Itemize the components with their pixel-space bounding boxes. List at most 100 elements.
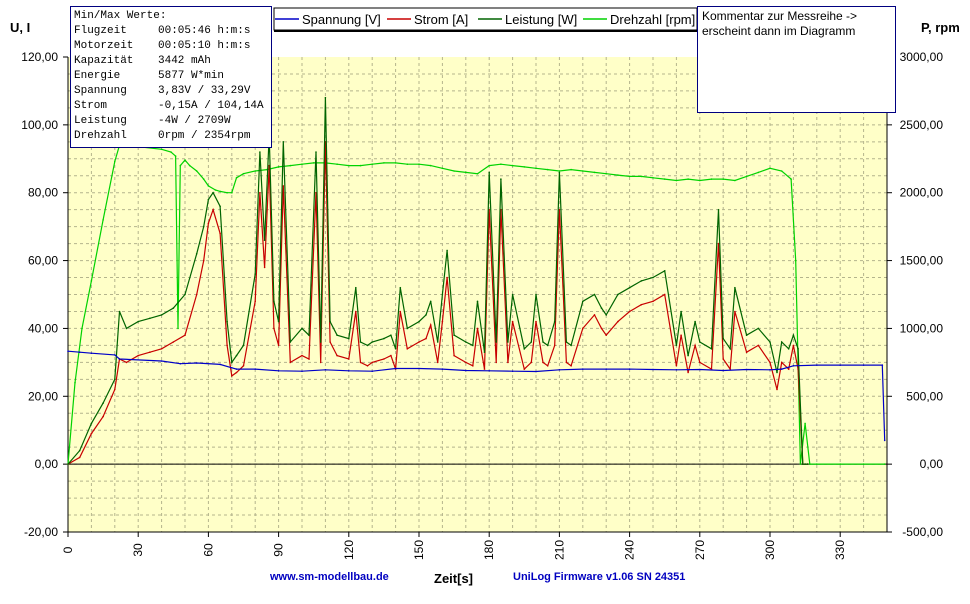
data-point-spannung xyxy=(441,368,444,370)
data-point-strom xyxy=(329,341,331,343)
data-point-leistung xyxy=(757,327,760,330)
data-point-strom xyxy=(277,344,280,347)
data-point-leistung xyxy=(710,348,713,350)
stats-row: Drehzahl 0rpm / 2354rpm xyxy=(74,129,268,144)
data-point-drehzahl xyxy=(663,178,666,180)
data-point-leistung xyxy=(263,239,266,241)
stats-row: Leistung -4W / 2709W xyxy=(74,114,268,129)
data-point-leistung xyxy=(787,348,790,350)
data-point-strom xyxy=(114,388,116,391)
data-point-strom xyxy=(259,191,261,194)
data-point-leistung xyxy=(465,341,467,343)
data-point-strom xyxy=(446,276,448,279)
data-point-strom xyxy=(195,293,198,296)
data-point-strom xyxy=(523,368,526,370)
x-tick-label: 90 xyxy=(272,543,286,557)
y-right-tick-label: 500,00 xyxy=(906,389,943,403)
data-point-drehzahl xyxy=(605,172,607,175)
data-point-drehzahl xyxy=(593,171,596,174)
data-point-strom xyxy=(483,368,486,370)
stats-value: 3442 mAh xyxy=(158,55,211,67)
legend: Spannung [V] Strom [A] Leistung [W] Drehzah… xyxy=(273,7,698,32)
data-point-strom xyxy=(254,300,256,303)
data-point-drehzahl xyxy=(289,164,292,167)
data-point-strom xyxy=(231,375,233,377)
data-point-spannung xyxy=(816,364,818,366)
data-point-spannung xyxy=(582,368,584,370)
data-point-drehzahl xyxy=(81,327,83,330)
data-point-leistung xyxy=(195,253,198,255)
data-point-strom xyxy=(207,222,210,225)
data-point-leistung xyxy=(289,341,292,343)
legend-label-spannung: Spannung [V] xyxy=(302,12,381,27)
series-drehzahl xyxy=(67,144,886,465)
data-point-leistung xyxy=(542,341,544,343)
data-point-strom xyxy=(694,344,696,347)
data-point-drehzahl xyxy=(640,175,643,178)
data-point-leistung xyxy=(425,314,427,316)
data-point-drehzahl xyxy=(883,463,886,465)
stats-rows: Flugzeit 00:05:46 h:m:s Motorzeit 00:05:10 … xyxy=(74,24,268,144)
data-point-drehzahl xyxy=(226,191,228,194)
data-point-leistung xyxy=(507,341,509,343)
data-point-leistung xyxy=(137,320,139,323)
data-point-drehzahl xyxy=(312,162,315,164)
data-point-leistung xyxy=(226,320,228,323)
y-left-tick-label: 100,00 xyxy=(21,118,58,132)
data-point-leistung xyxy=(301,327,303,330)
stats-label: Energie xyxy=(74,70,121,82)
x-axis-title: Zeit[s] xyxy=(434,571,473,586)
data-point-strom xyxy=(355,310,357,313)
data-point-drehzahl xyxy=(476,172,479,175)
data-point-drehzahl xyxy=(804,422,806,425)
comment-box[interactable]: Kommentar zur Messreihe -> erscheint dan… xyxy=(697,6,896,113)
x-tick-label: 30 xyxy=(131,543,145,557)
data-point-strom xyxy=(769,361,771,364)
data-point-spannung xyxy=(652,368,654,371)
data-point-leistung xyxy=(446,249,448,252)
data-point-drehzahl xyxy=(429,164,432,167)
data-point-leistung xyxy=(219,205,221,208)
data-point-leistung xyxy=(90,422,93,425)
y-left-tick-label: 40,00 xyxy=(28,321,58,335)
data-point-leistung xyxy=(399,286,402,289)
data-point-leistung xyxy=(231,361,233,364)
data-point-leistung xyxy=(348,337,350,340)
firmware-label: UniLog Firmware v1.06 SN 24351 xyxy=(513,571,686,583)
data-point-drehzahl xyxy=(188,164,191,167)
data-point-drehzahl xyxy=(383,162,385,164)
data-point-strom xyxy=(535,320,537,323)
data-point-strom xyxy=(640,303,643,306)
data-point-drehzahl xyxy=(254,170,256,172)
data-point-leistung xyxy=(792,334,795,337)
data-point-spannung xyxy=(465,369,467,372)
data-point-strom xyxy=(263,266,266,269)
data-point-leistung xyxy=(694,320,696,323)
data-point-strom xyxy=(792,344,795,347)
data-point-drehzahl xyxy=(207,185,210,187)
data-point-strom xyxy=(436,361,439,364)
data-point-strom xyxy=(137,354,139,357)
data-point-spannung xyxy=(488,370,491,372)
data-point-spannung xyxy=(699,368,701,371)
data-point-strom xyxy=(78,456,81,459)
stats-row: Energie 5877 W*min xyxy=(74,69,268,84)
y-left-tick-label: 80,00 xyxy=(28,186,58,200)
data-point-strom xyxy=(745,351,748,354)
data-point-strom xyxy=(558,208,561,211)
data-point-leistung xyxy=(235,354,238,357)
data-point-spannung xyxy=(301,370,303,373)
data-point-strom xyxy=(507,361,509,364)
data-point-drehzahl xyxy=(862,463,865,465)
data-point-leistung xyxy=(324,96,327,99)
data-point-strom xyxy=(546,365,549,367)
data-point-spannung xyxy=(883,439,886,442)
data-point-leistung xyxy=(729,348,731,350)
data-point-drehzahl xyxy=(710,178,713,180)
data-point-leistung xyxy=(617,293,619,296)
data-point-drehzahl xyxy=(745,175,748,178)
website-link[interactable]: www.sm-modellbau.de xyxy=(270,571,389,583)
stats-label: Spannung xyxy=(74,85,127,97)
data-point-spannung xyxy=(558,369,561,371)
data-point-drehzahl xyxy=(839,463,841,465)
